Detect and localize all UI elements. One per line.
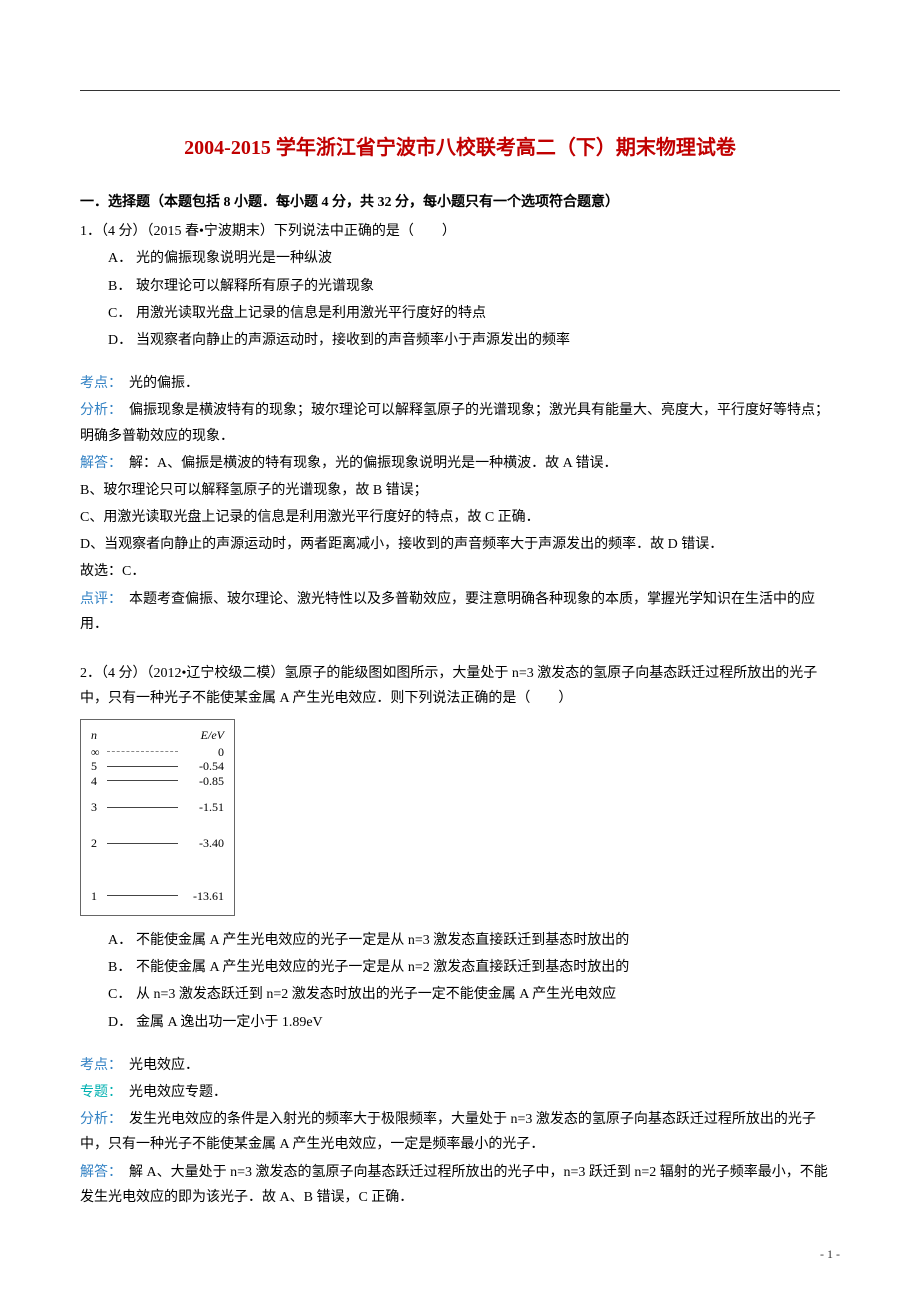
exam-title: 2004-2015 学年浙江省宁波市八校联考高二（下）期末物理试卷 (80, 131, 840, 160)
opt-letter: C． (108, 982, 136, 1007)
page: 2004-2015 学年浙江省宁波市八校联考高二（下）期末物理试卷 一．选择题（… (0, 0, 920, 1302)
q1-option-c: C．用激光读取光盘上记录的信息是利用激光平行度好的特点 (80, 301, 840, 326)
energy-level-diagram: n E/eV ∞05-0.544-0.853-1.512-3.401-13.61 (80, 719, 235, 916)
dianping-text: 本题考查偏振、玻尔理论、激光特性以及多普勒效应，要注意明确各种现象的本质，掌握光… (80, 592, 815, 632)
jieda-label: 解答： (80, 456, 115, 471)
header-e: E/eV (201, 728, 224, 742)
opt-text: 光的偏振现象说明光是一种纵波 (136, 251, 332, 266)
q1-option-a: A．光的偏振现象说明光是一种纵波 (80, 246, 840, 271)
q1-stem: 1．（4 分）（2015 春•宁波期末）下列说法中正确的是（ ） (80, 219, 840, 244)
opt-text: 用激光读取光盘上记录的信息是利用激光平行度好的特点 (136, 306, 486, 321)
section-1-heading: 一．选择题（本题包括 8 小题．每小题 4 分，共 32 分，每小题只有一个选项… (80, 190, 840, 215)
kaodian-label: 考点： (80, 1058, 115, 1073)
energy-n: ∞ (91, 745, 103, 759)
energy-value: -0.54 (182, 759, 224, 773)
q1-jieda-c: C、用激光读取光盘上记录的信息是利用激光平行度好的特点，故 C 正确． (80, 505, 840, 530)
energy-line (107, 751, 178, 752)
energy-value: -0.85 (182, 774, 224, 788)
spacer (80, 639, 840, 659)
energy-level-row: 2 -3.40 (91, 836, 224, 850)
kaodian-label: 考点： (80, 376, 115, 391)
energy-gap (91, 814, 224, 836)
kaodian-text: 光电效应． (129, 1058, 199, 1073)
q2-option-d: D．金属 A 逸出功一定小于 1.89eV (80, 1010, 840, 1035)
energy-n: 1 (91, 889, 103, 903)
q2-stem: 2．（4 分）（2012•辽宁校级二模）氢原子的能级图如图所示，大量处于 n=3… (80, 661, 840, 711)
energy-line (107, 780, 178, 781)
opt-text: 当观察者向静止的声源运动时，接收到的声音频率小于声源发出的频率 (136, 333, 570, 348)
energy-rows: ∞05-0.544-0.853-1.512-3.401-13.61 (91, 745, 224, 903)
fenxi-text: 发生光电效应的条件是入射光的频率大于极限频率，大量处于 n=3 激发态的氢原子向… (80, 1112, 816, 1152)
fenxi-label: 分析： (80, 403, 115, 418)
fenxi-label: 分析： (80, 1112, 115, 1127)
opt-letter: D． (108, 328, 136, 353)
energy-level-row: 5 -0.54 (91, 759, 224, 773)
jieda-text: 解 A、大量处于 n=3 激发态的氢原子向基态跃迁过程所放出的光子中，n=3 跃… (80, 1165, 828, 1205)
q1-option-b: B．玻尔理论可以解释所有原子的光谱现象 (80, 274, 840, 299)
energy-line (107, 807, 178, 808)
jieda-text: 解：A、偏振是横波的特有现象，光的偏振现象说明光是一种横波．故 A 错误． (129, 456, 617, 471)
energy-value: -13.61 (182, 889, 224, 903)
q1-fenxi: 分析： 偏振现象是横波特有的现象；玻尔理论可以解释氢原子的光谱现象；激光具有能量… (80, 398, 840, 448)
q2-option-a: A．不能使金属 A 产生光电效应的光子一定是从 n=3 激发态直接跃迁到基态时放… (80, 928, 840, 953)
jieda-label: 解答： (80, 1165, 115, 1180)
energy-level-row: ∞0 (91, 745, 224, 759)
opt-letter: C． (108, 301, 136, 326)
energy-level-row: 4 -0.85 (91, 774, 224, 788)
q2-jieda: 解答： 解 A、大量处于 n=3 激发态的氢原子向基态跃迁过程所放出的光子中，n… (80, 1160, 840, 1210)
opt-text: 不能使金属 A 产生光电效应的光子一定是从 n=3 激发态直接跃迁到基态时放出的 (136, 933, 629, 948)
energy-n: 3 (91, 800, 103, 814)
energy-gap (91, 851, 224, 889)
energy-level-row: 3 -1.51 (91, 800, 224, 814)
opt-letter: D． (108, 1010, 136, 1035)
energy-gap (91, 788, 224, 800)
q2-option-c: C．从 n=3 激发态跃迁到 n=2 激发态时放出的光子一定不能使金属 A 产生… (80, 982, 840, 1007)
energy-line (107, 895, 178, 896)
q1-guxuan: 故选：C． (80, 559, 840, 584)
page-number: - 1 - (820, 1247, 840, 1262)
q1-kaodian: 考点： 光的偏振． (80, 371, 840, 396)
top-rule (80, 90, 840, 91)
q2-fenxi: 分析： 发生光电效应的条件是入射光的频率大于极限频率，大量处于 n=3 激发态的… (80, 1107, 840, 1157)
opt-text: 金属 A 逸出功一定小于 1.89eV (136, 1015, 323, 1030)
zhuanti-label: 专题： (80, 1085, 115, 1100)
fenxi-text: 偏振现象是横波特有的现象；玻尔理论可以解释氢原子的光谱现象；激光具有能量大、亮度… (80, 403, 829, 443)
spacer (80, 1037, 840, 1051)
opt-letter: A． (108, 928, 136, 953)
opt-letter: A． (108, 246, 136, 271)
energy-value: -3.40 (182, 836, 224, 850)
energy-level-row: 1 -13.61 (91, 889, 224, 903)
energy-n: 2 (91, 836, 103, 850)
energy-n: 5 (91, 759, 103, 773)
opt-text: 从 n=3 激发态跃迁到 n=2 激发态时放出的光子一定不能使金属 A 产生光电… (136, 987, 616, 1002)
opt-letter: B． (108, 955, 136, 980)
q1-jieda-d: D、当观察者向静止的声源运动时，两者距离减小，接收到的声音频率大于声源发出的频率… (80, 532, 840, 557)
spacer (80, 355, 840, 369)
q1-option-d: D．当观察者向静止的声源运动时，接收到的声音频率小于声源发出的频率 (80, 328, 840, 353)
energy-line (107, 843, 178, 844)
q2-kaodian: 考点： 光电效应． (80, 1053, 840, 1078)
kaodian-text: 光的偏振． (129, 376, 199, 391)
q1-jieda-b: B、玻尔理论只可以解释氢原子的光谱现象，故 B 错误； (80, 478, 840, 503)
header-n: n (91, 728, 97, 742)
q1-dianping: 点评： 本题考查偏振、玻尔理论、激光特性以及多普勒效应，要注意明确各种现象的本质… (80, 587, 840, 637)
opt-text: 不能使金属 A 产生光电效应的光子一定是从 n=2 激发态直接跃迁到基态时放出的 (136, 960, 629, 975)
energy-value: -1.51 (182, 800, 224, 814)
opt-letter: B． (108, 274, 136, 299)
q1-jieda: 解答： 解：A、偏振是横波的特有现象，光的偏振现象说明光是一种横波．故 A 错误… (80, 451, 840, 476)
energy-header: n E/eV (91, 728, 224, 742)
energy-value: 0 (182, 745, 224, 759)
energy-line (107, 766, 178, 767)
opt-text: 玻尔理论可以解释所有原子的光谱现象 (136, 279, 374, 294)
energy-n: 4 (91, 774, 103, 788)
q2-option-b: B．不能使金属 A 产生光电效应的光子一定是从 n=2 激发态直接跃迁到基态时放… (80, 955, 840, 980)
q2-zhuanti: 专题： 光电效应专题． (80, 1080, 840, 1105)
zhuanti-text: 光电效应专题． (129, 1085, 227, 1100)
dianping-label: 点评： (80, 592, 115, 607)
